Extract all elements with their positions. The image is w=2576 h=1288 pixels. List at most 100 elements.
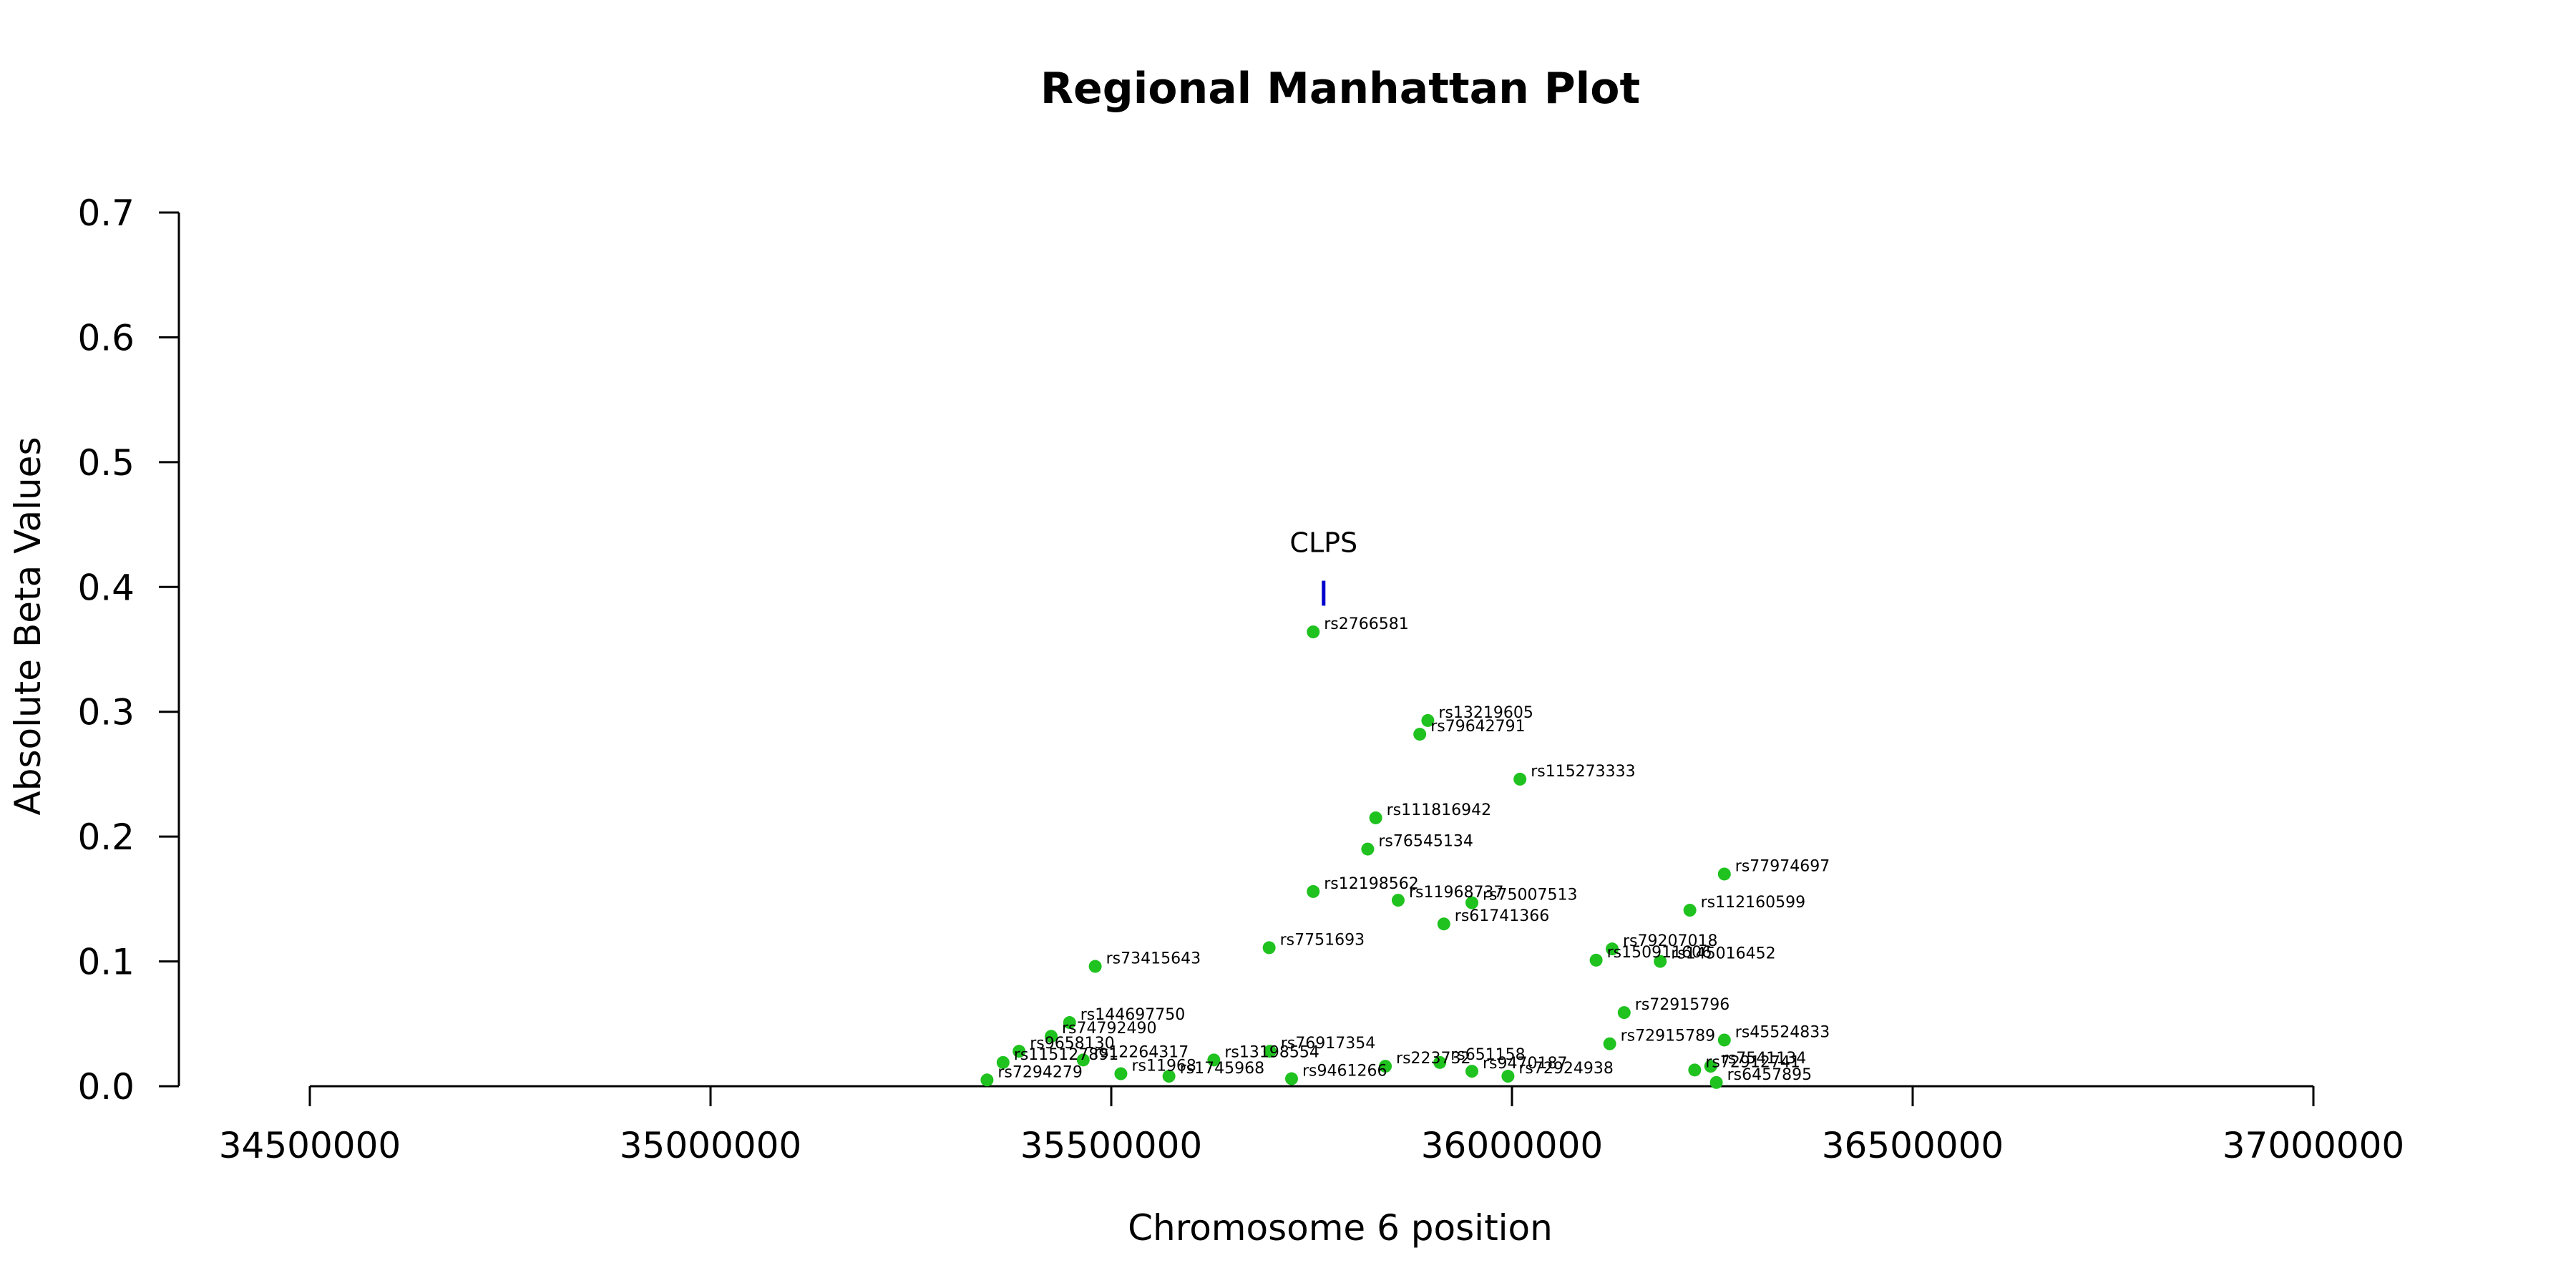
x-tick-label: 36500000	[1822, 1125, 2004, 1166]
snp-label: rs61741366	[1455, 907, 1549, 925]
snp-label: rs7294279	[997, 1063, 1083, 1081]
snp-label: rs223732	[1396, 1050, 1471, 1068]
y-axis-label: Absolute Beta Values	[7, 437, 49, 816]
y-tick-label: 0.0	[77, 1066, 135, 1108]
y-tick-label: 0.5	[77, 442, 135, 484]
snp-label: rs74792490	[1062, 1020, 1156, 1038]
data-point	[1285, 1072, 1298, 1085]
data-point	[1262, 941, 1276, 955]
y-tick-label: 0.3	[77, 692, 135, 733]
data-point	[1717, 1033, 1731, 1047]
data-point	[1307, 625, 1320, 639]
data-point	[1076, 1053, 1090, 1067]
snp-label: rs9658130	[1030, 1035, 1115, 1053]
y-tick-label: 0.6	[77, 317, 135, 358]
data-point	[1013, 1045, 1026, 1058]
chart-title: Regional Manhattan Plot	[1040, 64, 1640, 114]
snp-label: rs12264317	[1094, 1043, 1189, 1061]
data-point	[980, 1073, 994, 1087]
snp-label: rs72912741	[1705, 1053, 1800, 1071]
snp-label: rs112160599	[1701, 894, 1805, 912]
snp-label: rs75007513	[1483, 887, 1577, 904]
data-point	[1688, 1063, 1702, 1077]
data-point	[1433, 1055, 1447, 1069]
x-tick-label: 35500000	[1020, 1125, 1203, 1166]
snp-label: rs73415643	[1106, 950, 1201, 968]
snp-label: rs2766581	[1324, 615, 1409, 633]
snp-label: rs651158	[1450, 1046, 1526, 1064]
y-tick-label: 0.7	[77, 192, 135, 234]
snp-label: rs76917354	[1281, 1035, 1375, 1053]
snp-label: rs72915796	[1635, 996, 1729, 1014]
data-point	[1465, 1065, 1478, 1078]
data-point	[1114, 1067, 1128, 1080]
data-point	[1501, 1070, 1515, 1083]
data-point	[1391, 894, 1405, 907]
snp-label: rs7751693	[1280, 931, 1365, 949]
snp-label: rs11968737	[1409, 884, 1503, 902]
snp-label: rs76545134	[1378, 833, 1473, 851]
snp-label: rs111816942	[1387, 801, 1491, 819]
snp-label: rs79207018	[1623, 932, 1717, 950]
data-point	[1683, 904, 1697, 917]
snp-label: rs12198562	[1324, 875, 1418, 893]
snp-label: rs77974697	[1735, 857, 1830, 875]
data-point	[1263, 1045, 1277, 1058]
x-tick-label: 36000000	[1421, 1125, 1604, 1166]
snp-label: rs13198554	[1224, 1043, 1319, 1061]
data-point	[1589, 953, 1603, 967]
data-point	[1654, 955, 1667, 968]
snp-label: rs9470187	[1483, 1055, 1568, 1073]
data-point	[1603, 1037, 1616, 1050]
data-point	[1361, 842, 1375, 856]
snp-label: rs115127891	[1014, 1046, 1118, 1064]
x-tick-label: 37000000	[2223, 1125, 2405, 1166]
data-point	[1162, 1070, 1176, 1083]
data-point	[1709, 1075, 1723, 1089]
data-point	[1369, 811, 1382, 824]
snp-label: rs115273333	[1531, 763, 1635, 781]
x-tick-label: 34500000	[219, 1125, 401, 1166]
data-point	[1437, 917, 1450, 931]
gene-annotation: CLPS	[1289, 527, 1357, 606]
x-axis: 34500000 35000000 35500000 36000000 36500000…	[219, 1085, 2405, 1166]
data-point	[1207, 1053, 1221, 1067]
snp-label: rs13219605	[1438, 704, 1533, 722]
y-tick-label: 0.4	[77, 567, 135, 608]
snp-label: rs1745968	[1180, 1060, 1265, 1078]
data-point	[1617, 1006, 1631, 1020]
data-point	[1045, 1030, 1058, 1043]
snp-label: rs45524833	[1735, 1023, 1830, 1041]
data-point	[1413, 728, 1427, 741]
data-point	[1606, 942, 1619, 956]
data-point	[1379, 1060, 1392, 1073]
gene-label: CLPS	[1289, 527, 1357, 559]
data-point	[1063, 1016, 1076, 1030]
data-point	[1717, 867, 1731, 881]
y-tick-label: 0.1	[77, 942, 135, 983]
data-points	[980, 625, 1731, 1089]
x-tick-label: 35000000	[620, 1125, 802, 1166]
snp-label: rs144697750	[1080, 1006, 1185, 1024]
snp-label: rs79642791	[1430, 718, 1525, 736]
snp-label: rs9461266	[1302, 1063, 1387, 1080]
data-point	[1421, 713, 1435, 727]
data-point	[1088, 960, 1102, 973]
data-point	[1307, 884, 1320, 898]
data-point	[996, 1055, 1010, 1069]
y-tick-label: 0.2	[77, 816, 135, 858]
snp-label: rs6457895	[1727, 1066, 1813, 1084]
y-axis: 0.0 0.1 0.2 0.3 0.4 0.5 0.6 0.7	[77, 192, 180, 1108]
snp-label: rs11968	[1131, 1058, 1196, 1075]
x-axis-label: Chromosome 6 position	[1128, 1207, 1553, 1249]
data-point	[1704, 1060, 1717, 1073]
snp-label: rs145016452	[1671, 945, 1775, 963]
snp-label: rs7541134	[1722, 1050, 1807, 1068]
snp-label: rs72924938	[1518, 1060, 1613, 1078]
snp-label: rs150911606	[1607, 944, 1712, 962]
snp-label: rs72915789	[1621, 1028, 1715, 1045]
data-point	[1513, 772, 1527, 786]
data-point	[1465, 896, 1478, 909]
